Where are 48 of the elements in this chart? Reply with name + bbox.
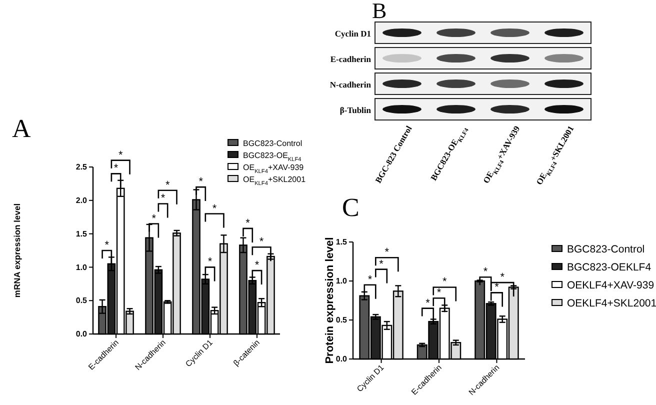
legend-label: BGC823-OE$_{KLF4}$: [243, 150, 302, 163]
annotation: *: [494, 282, 500, 294]
y-tick-label: 1.0: [336, 276, 348, 286]
annotation: *: [426, 297, 431, 310]
category-label: Cyclin D1: [334, 28, 371, 39]
annotation: *: [104, 240, 110, 252]
text: B: [372, 0, 387, 23]
text: *: [118, 149, 124, 162]
annotation: *: [442, 276, 448, 288]
annotation: *: [152, 212, 157, 225]
y-tick-label: 2.5: [76, 162, 88, 172]
y-tick-label: 1.5: [336, 238, 348, 247]
chart-title: A: [12, 114, 31, 143]
y-axis-title: mRNA expression level: [12, 203, 22, 298]
annotation: *: [254, 260, 260, 272]
annotation: *: [384, 246, 390, 259]
legend-label: OEKLF4+SKL2001: [567, 298, 656, 310]
y-tick-label: 1.5: [76, 229, 88, 238]
legend-label: BGC823-OEKLF4: [567, 262, 652, 274]
annotation: *: [379, 258, 384, 270]
category-label: β-Tublin: [340, 105, 371, 116]
annotation: *: [198, 176, 204, 188]
annotation: *: [165, 179, 170, 192]
annotation: *: [368, 274, 373, 286]
y-tick-label: 0.0: [76, 330, 88, 339]
y-tick-label: 2.0: [76, 196, 88, 205]
y-tick-label: 0.5: [336, 316, 348, 325]
annotation: *: [500, 272, 506, 284]
category-label: N-cadherin: [330, 80, 371, 90]
legend-label: OE$_{KLF4}$+SKL2001: [243, 174, 306, 187]
annotation: *: [436, 287, 442, 300]
y-tick-label: 1.0: [76, 262, 88, 272]
annotation: *: [160, 192, 166, 205]
annotation: *: [259, 236, 264, 248]
annotation: *: [212, 202, 218, 215]
legend-label: BGC823-Control: [567, 244, 645, 256]
annotation: *: [114, 162, 119, 175]
y-axis-title: Protein expression level: [324, 237, 336, 364]
annotation: *: [483, 266, 488, 278]
legend-label: BGC823-Control: [243, 138, 302, 148]
y-tick-label: 0.0: [336, 354, 348, 364]
annotation: *: [208, 256, 213, 268]
annotation: *: [246, 217, 251, 230]
legend-label: OEKLF4+XAV-939: [567, 280, 654, 292]
chart-title: C: [342, 193, 360, 222]
legend-label: OE$_{KLF4}$+XAV-939: [243, 162, 304, 175]
category-label: E-cadherin: [330, 54, 371, 64]
y-tick-label: 0.5: [76, 296, 88, 306]
